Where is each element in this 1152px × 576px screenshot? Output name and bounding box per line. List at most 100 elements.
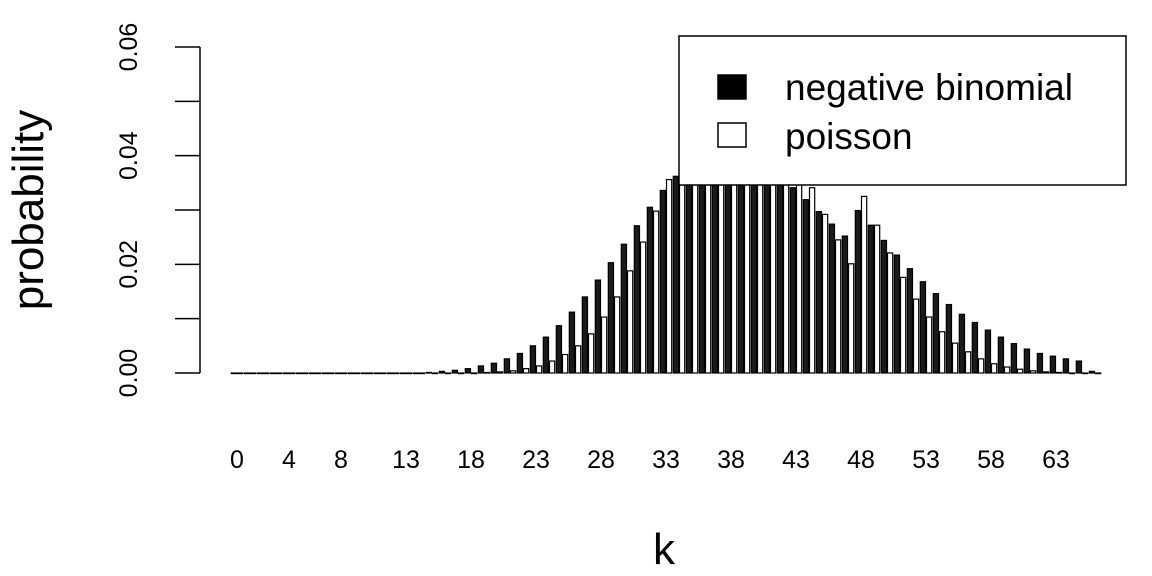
bar-poisson-k12 [392, 372, 400, 375]
bar-negative-binomial-k35 [685, 163, 693, 374]
bar-negative-binomial-k12 [386, 372, 394, 375]
bar-negative-binomial-k28 [594, 279, 602, 374]
bar-negative-binomial-k26 [568, 311, 576, 374]
bar-poisson-k2 [262, 372, 270, 375]
bar-poisson-k23 [535, 365, 543, 374]
bar-negative-binomial-k36 [698, 155, 706, 374]
x-tick-label: 4 [282, 446, 296, 474]
y-axis: 0.00 0.02 0.04 0.06 [115, 23, 201, 398]
bar-negative-binomial-k57 [971, 321, 979, 374]
bar-poisson-k44 [808, 187, 816, 374]
bar-poisson-k58 [990, 363, 998, 374]
bar-poisson-k18 [470, 372, 478, 375]
bar-negative-binomial-k19 [477, 365, 485, 374]
bar-poisson-k3 [275, 372, 283, 375]
bar-poisson-k30 [626, 270, 634, 374]
bar-poisson-k57 [977, 358, 985, 374]
bar-poisson-k66 [1094, 372, 1102, 375]
y-tick-label: 0.02 [115, 240, 143, 289]
bar-negative-binomial-k11 [373, 372, 381, 375]
bar-poisson-k59 [1003, 366, 1011, 374]
y-axis-title: probability [4, 110, 53, 311]
bar-poisson-k6 [314, 372, 322, 375]
bar-negative-binomial-k55 [945, 303, 953, 374]
bar-poisson-k28 [600, 316, 608, 374]
x-tick-label: 8 [334, 446, 348, 474]
bar-negative-binomial-k51 [893, 254, 901, 374]
bar-negative-binomial-k18 [464, 368, 472, 374]
bar-poisson-k0 [236, 372, 244, 375]
bar-negative-binomial-k2 [256, 372, 264, 375]
bar-poisson-k4 [288, 372, 296, 375]
bar-poisson-k1 [249, 372, 257, 375]
bar-negative-binomial-k66 [1088, 370, 1096, 374]
bar-negative-binomial-k20 [490, 362, 498, 374]
bar-poisson-k61 [1029, 370, 1037, 374]
x-tick-label: 38 [717, 446, 745, 474]
bar-poisson-k48 [860, 195, 868, 374]
bar-poisson-k7 [327, 372, 335, 375]
bar-negative-binomial-k34 [672, 175, 680, 374]
bar-poisson-k63 [1055, 371, 1063, 374]
bar-negative-binomial-k42 [776, 175, 784, 374]
x-tick-label: 23 [522, 446, 550, 474]
bar-negative-binomial-k56 [958, 313, 966, 374]
bar-negative-binomial-k63 [1049, 355, 1057, 374]
bar-poisson-k43 [795, 161, 803, 374]
bar-negative-binomial-k54 [932, 293, 940, 374]
bar-negative-binomial-k49 [867, 224, 875, 374]
bar-negative-binomial-k24 [542, 336, 550, 374]
bar-poisson-k64 [1068, 372, 1076, 375]
bar-negative-binomial-k0 [230, 372, 238, 375]
bar-negative-binomial-k64 [1062, 358, 1070, 374]
bar-poisson-k5 [301, 372, 309, 375]
x-tick-label: 13 [392, 446, 420, 474]
bar-poisson-k54 [938, 331, 946, 374]
bar-poisson-k15 [431, 372, 439, 375]
bar-negative-binomial-k60 [1010, 343, 1018, 374]
bar-poisson-k50 [886, 252, 894, 374]
bar-poisson-k17 [457, 372, 465, 375]
legend-label-poisson: poisson [785, 116, 913, 157]
legend: negative binomial poisson [678, 35, 1127, 186]
bar-negative-binomial-k43 [789, 187, 797, 374]
bar-poisson-k56 [964, 351, 972, 374]
bar-negative-binomial-k27 [581, 296, 589, 374]
x-tick-label: 43 [782, 446, 810, 474]
bar-poisson-k8 [340, 372, 348, 375]
bar-poisson-k32 [652, 210, 660, 374]
bar-poisson-k31 [639, 241, 647, 374]
bar-negative-binomial-k31 [633, 225, 641, 374]
bar-poisson-k45 [821, 213, 829, 374]
bar-negative-binomial-k17 [451, 369, 459, 374]
bar-poisson-k51 [899, 276, 907, 374]
bar-poisson-k26 [574, 345, 582, 374]
legend-box [678, 35, 1127, 186]
y-tick-label: 0.04 [115, 131, 143, 180]
bar-negative-binomial-k15 [425, 371, 433, 374]
legend-label-negative-binomial: negative binomial [785, 67, 1073, 108]
bar-negative-binomial-k8 [334, 372, 342, 375]
bar-negative-binomial-k32 [646, 206, 654, 374]
bar-negative-binomial-k65 [1075, 360, 1083, 374]
bar-negative-binomial-k14 [412, 372, 420, 375]
bar-negative-binomial-k16 [438, 370, 446, 374]
x-tick-label: 58 [977, 446, 1005, 474]
bar-negative-binomial-k23 [529, 345, 537, 374]
bar-poisson-k60 [1016, 368, 1024, 374]
bar-negative-binomial-k3 [269, 372, 277, 375]
bar-negative-binomial-k44 [802, 199, 810, 374]
bar-negative-binomial-k7 [321, 372, 329, 375]
x-tick-label: 18 [457, 446, 485, 474]
y-tick-label: 0.00 [115, 349, 143, 398]
bar-poisson-k16 [444, 372, 452, 375]
bar-poisson-k13 [405, 372, 413, 375]
bar-poisson-k21 [509, 370, 517, 374]
bar-poisson-k11 [379, 372, 387, 375]
bar-negative-binomial-k29 [607, 262, 615, 374]
bar-poisson-k22 [522, 368, 530, 374]
bar-poisson-k46 [834, 239, 842, 374]
x-tick-labels: 0 4 8 13 18 23 28 33 38 43 48 53 58 63 [230, 446, 1070, 474]
bar-poisson-k62 [1042, 371, 1050, 374]
bar-negative-binomial-k40 [750, 157, 758, 374]
